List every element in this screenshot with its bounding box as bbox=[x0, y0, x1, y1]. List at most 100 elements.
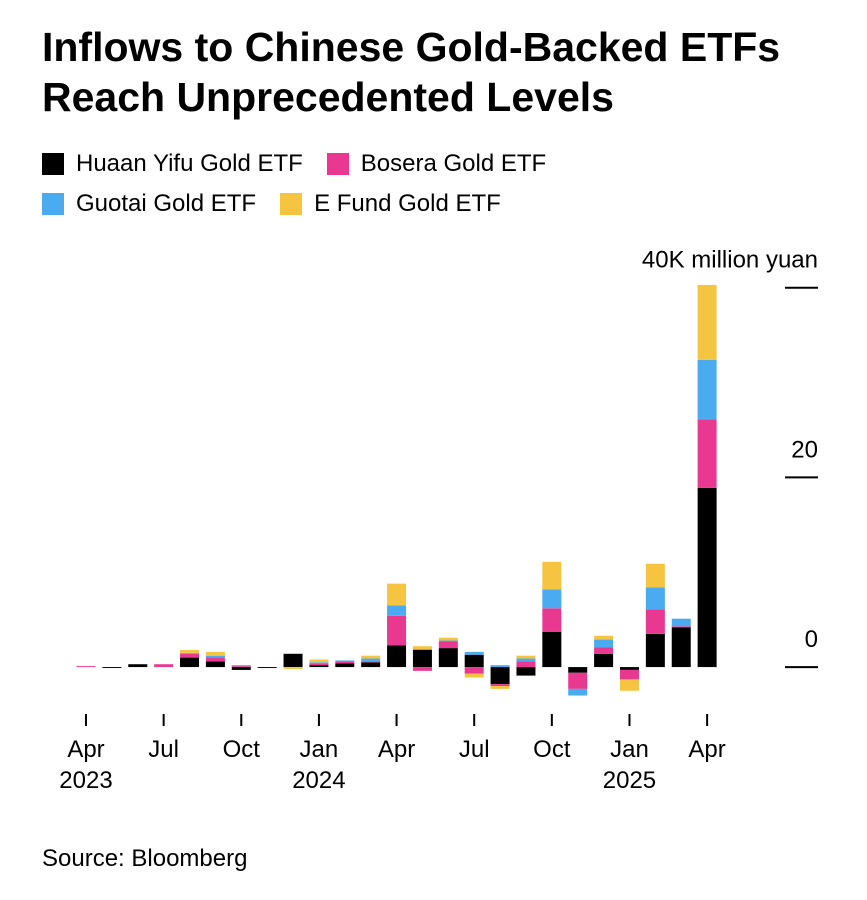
bar-segment bbox=[542, 589, 562, 609]
bar-segment bbox=[128, 664, 148, 668]
x-tick-label: Jul bbox=[458, 736, 490, 763]
bar-segment bbox=[180, 649, 200, 653]
bar-segment bbox=[697, 487, 717, 668]
bar-segment bbox=[205, 651, 225, 656]
bar-segment bbox=[542, 608, 562, 632]
bar-segment bbox=[594, 639, 614, 648]
x-tick-label: Jul bbox=[148, 736, 179, 763]
legend-label: Bosera Gold ETF bbox=[360, 150, 547, 177]
bar-segment bbox=[180, 652, 200, 654]
bar-segment bbox=[231, 665, 251, 667]
x-tick-label: Oct bbox=[533, 736, 571, 763]
bar-segment bbox=[619, 667, 639, 670]
bar-segment bbox=[231, 667, 251, 670]
bar-segment bbox=[361, 655, 381, 659]
bar-segment bbox=[619, 679, 639, 691]
bar-segment bbox=[645, 633, 665, 668]
bar-segment bbox=[309, 665, 329, 668]
legend-item: Guotai Gold ETF bbox=[42, 184, 256, 224]
bar-segment bbox=[438, 648, 458, 668]
bar-segment bbox=[257, 667, 277, 669]
legend-item: Bosera Gold ETF bbox=[326, 144, 547, 184]
legend-label: Huaan Yifu Gold ETF bbox=[76, 150, 303, 177]
bar-segment bbox=[231, 666, 251, 668]
x-tick-label: Jan 2024 bbox=[292, 736, 346, 794]
bar-segment bbox=[438, 640, 458, 642]
bar-segment bbox=[490, 686, 510, 689]
bar-segment bbox=[516, 655, 536, 659]
bar-segment bbox=[387, 605, 407, 616]
bar-segment bbox=[594, 635, 614, 640]
bar-segment bbox=[464, 651, 484, 655]
bar-segment bbox=[464, 654, 484, 668]
bar-segment bbox=[438, 641, 458, 649]
bar-segment bbox=[671, 618, 691, 627]
bar-segment bbox=[76, 666, 96, 668]
bar-segment bbox=[180, 653, 200, 658]
bar-segment bbox=[283, 653, 303, 668]
chart-title: Inflows to Chinese Gold-Backed ETFs Reac… bbox=[42, 24, 781, 120]
bar-segment bbox=[309, 659, 329, 663]
x-tick-label: Apr bbox=[377, 736, 416, 763]
bar-segment bbox=[568, 672, 588, 689]
bar-segment bbox=[464, 673, 484, 678]
bar-segment bbox=[438, 637, 458, 641]
bar-segment bbox=[335, 661, 355, 664]
legend-swatch bbox=[280, 193, 303, 215]
bar-segment bbox=[205, 661, 225, 668]
bar-segment bbox=[412, 649, 432, 650]
bar-segment bbox=[283, 667, 303, 669]
bar-segment bbox=[490, 665, 510, 668]
bar-segment bbox=[697, 419, 717, 488]
bar-segment bbox=[697, 359, 717, 420]
bar-segment bbox=[542, 561, 562, 590]
bar-segment bbox=[387, 583, 407, 606]
bar-segment bbox=[516, 658, 536, 662]
legend: Huaan Yifu Gold ETF Bosera Gold ETF Guotai… bbox=[42, 144, 682, 224]
bar-segment bbox=[309, 663, 329, 666]
bar-segment bbox=[594, 653, 614, 668]
bar-segment bbox=[154, 664, 174, 668]
legend-swatch bbox=[42, 193, 64, 215]
bar-segment bbox=[205, 655, 225, 658]
x-tick-label: Apr 2023 bbox=[59, 736, 113, 794]
bar-segment bbox=[490, 667, 510, 685]
legend-label: Guotai Gold ETF bbox=[76, 190, 257, 217]
bar-segment bbox=[645, 587, 665, 610]
bar-segment bbox=[412, 667, 432, 671]
bar-segment bbox=[671, 627, 691, 668]
y-tick-label: 40K million yuan bbox=[642, 247, 818, 274]
bar-segment bbox=[516, 667, 536, 676]
bar-segment bbox=[412, 646, 432, 650]
source: Source: Bloomberg bbox=[42, 845, 248, 872]
bar-segment bbox=[361, 662, 381, 668]
bar-segment bbox=[490, 684, 510, 687]
bar-segment bbox=[205, 657, 225, 662]
bar-segment bbox=[568, 688, 588, 696]
bar-segment bbox=[464, 667, 484, 674]
bar-segment bbox=[412, 649, 432, 668]
bar-segment bbox=[516, 661, 536, 668]
bar-segment bbox=[645, 563, 665, 588]
bar-segment bbox=[542, 631, 562, 668]
legend-swatch bbox=[42, 153, 64, 175]
y-tick-label: 0 bbox=[805, 626, 818, 653]
bar-segment bbox=[309, 662, 329, 664]
bar-segment bbox=[335, 663, 355, 668]
bar-segment bbox=[361, 658, 381, 662]
bar-segment bbox=[619, 669, 639, 680]
legend-item: E Fund Gold ETF bbox=[280, 184, 501, 224]
bar-segment bbox=[387, 645, 407, 668]
x-tick-label: Jan 2025 bbox=[602, 736, 657, 794]
bar-segment bbox=[568, 667, 588, 673]
bar-segment bbox=[335, 660, 355, 662]
x-tick-label: Apr bbox=[688, 736, 726, 763]
bar-segment bbox=[361, 661, 381, 663]
x-tick-label: Oct bbox=[222, 736, 260, 763]
legend-item: Huaan Yifu Gold ETF bbox=[42, 144, 303, 184]
legend-label: E Fund Gold ETF bbox=[314, 190, 501, 217]
bar-segment bbox=[387, 615, 407, 646]
bar-segment bbox=[645, 609, 665, 634]
